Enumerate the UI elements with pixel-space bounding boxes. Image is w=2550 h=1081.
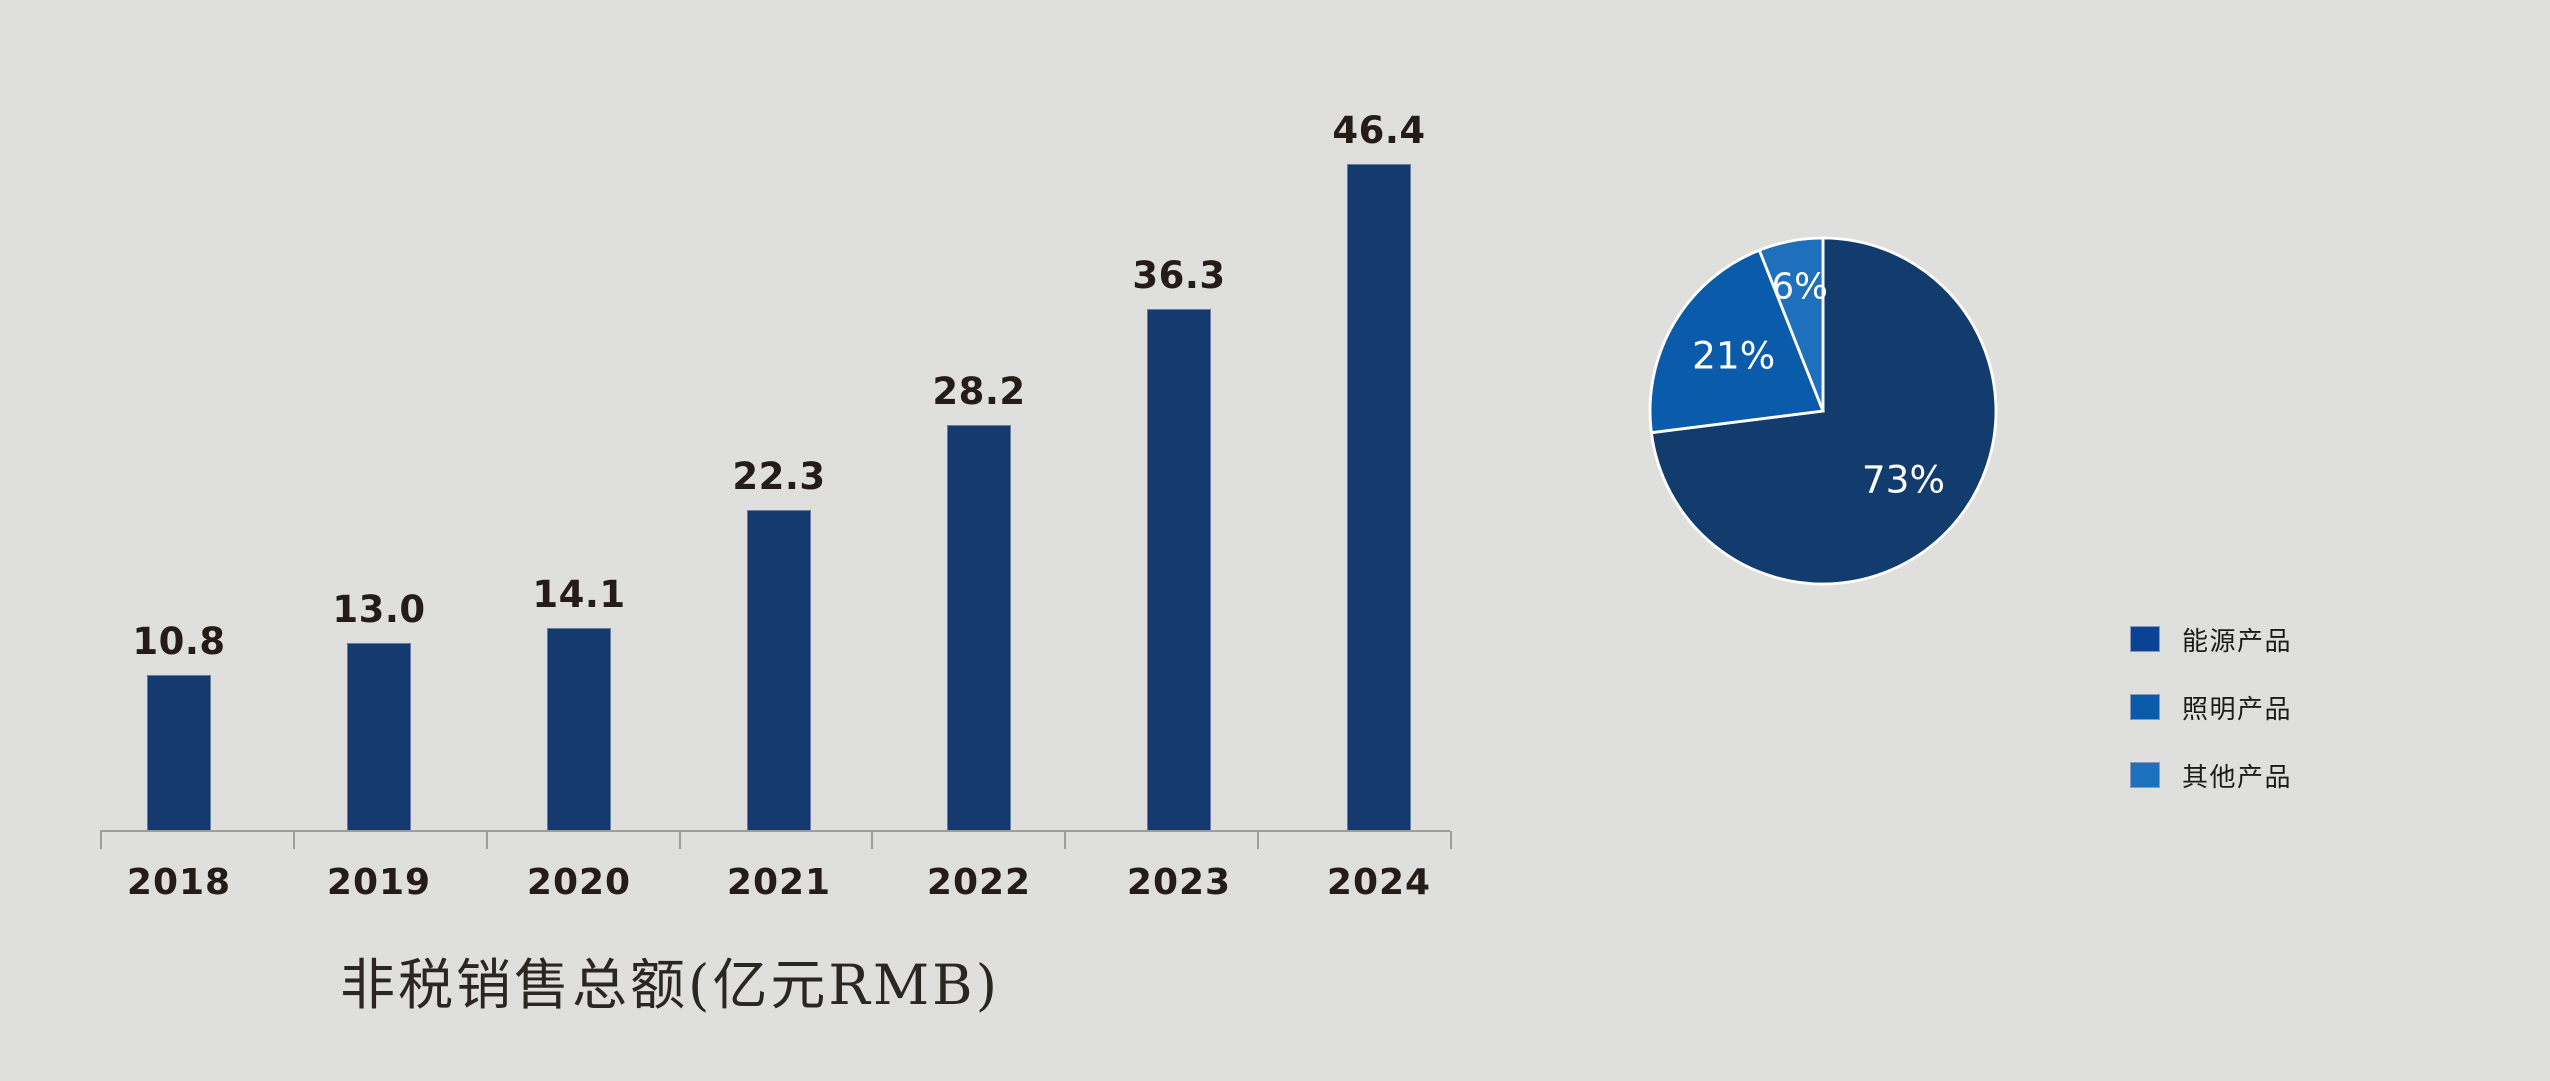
x-axis-category-label: 2018 <box>126 862 232 903</box>
bar[interactable] <box>147 675 211 830</box>
bar[interactable] <box>1347 164 1411 830</box>
x-axis-tick <box>485 831 488 849</box>
legend-item[interactable]: 其他产品 <box>2130 741 2292 809</box>
legend-color-swatch <box>2130 626 2160 652</box>
legend-label: 照明产品 <box>2182 694 2293 725</box>
x-axis-tick <box>292 831 295 849</box>
bar-plot-area: 10.8 13.0 14.1 22.3 28.2 36.3 46.4 <box>132 109 1426 830</box>
legend-item[interactable]: 照明产品 <box>2130 673 2292 741</box>
bar[interactable] <box>747 510 811 830</box>
pie-slice-label: 21% <box>1692 334 1775 378</box>
pie-legend: 能源产品照明产品其他产品 <box>2130 605 2292 809</box>
x-axis-category-label: 2024 <box>1326 862 1432 903</box>
bar-chart-title: 非税销售总额(亿元RMB) <box>339 953 1001 1017</box>
bar-value-label: 13.0 <box>332 588 426 632</box>
pie-plot-area: 73% 21% 6% <box>1636 224 2010 598</box>
x-axis-category-label: 2020 <box>526 862 632 903</box>
bar[interactable] <box>947 425 1011 830</box>
bar-value-label: 28.2 <box>932 370 1026 414</box>
x-axis-tick <box>100 831 102 849</box>
legend-color-swatch <box>2130 762 2160 788</box>
bar[interactable] <box>547 627 611 830</box>
x-axis-category-label: 2022 <box>926 862 1032 903</box>
bar-chart: 10.8 13.0 14.1 22.3 28.2 36.3 46.4 非税销售总额(亿元RM… <box>100 109 1452 1017</box>
x-axis-tick <box>1064 831 1067 849</box>
legend-color-swatch <box>2130 694 2160 720</box>
x-axis-category-label: 2021 <box>726 862 832 903</box>
x-axis-tick <box>1257 831 1260 849</box>
bar[interactable] <box>1147 309 1211 830</box>
x-axis-tick <box>1450 831 1452 849</box>
bar-value-label: 36.3 <box>1132 254 1226 298</box>
pie-slice-label: 73% <box>1862 457 1945 501</box>
x-axis-line <box>100 830 1450 832</box>
pie-chart: 73% 21% 6% 能源产品照明产品其他产品 <box>1500 0 2550 1081</box>
bar-value-label: 14.1 <box>532 572 626 616</box>
x-axis-tick <box>871 831 874 849</box>
x-axis-tick <box>678 831 681 849</box>
pie-slice[interactable] <box>1648 248 1825 435</box>
bar-value-label: 10.8 <box>132 620 226 664</box>
x-axis-category-label: 2023 <box>1126 862 1232 903</box>
bar-value-label: 22.3 <box>732 455 826 498</box>
legend-label: 其他产品 <box>2182 762 2293 793</box>
legend-item[interactable]: 能源产品 <box>2130 605 2292 673</box>
bar-value-label: 46.4 <box>1332 109 1426 153</box>
x-axis-category-label: 2019 <box>326 862 432 903</box>
bar[interactable] <box>347 643 411 830</box>
pie-slice[interactable] <box>1757 236 1825 412</box>
legend-label: 能源产品 <box>2182 626 2293 657</box>
pie-svg: 73% 21% 6% <box>1648 236 1998 586</box>
pie-slice-label: 6% <box>1771 267 1827 308</box>
